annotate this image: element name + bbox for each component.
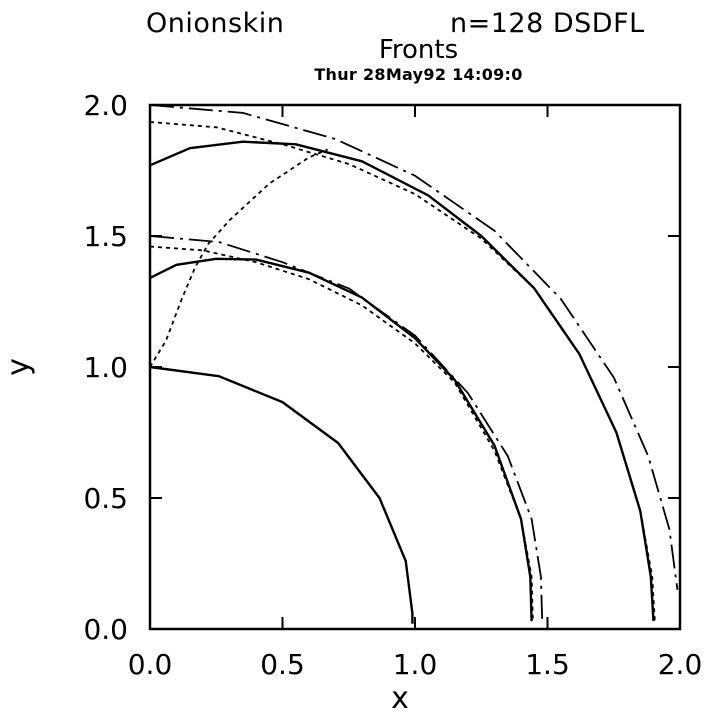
series-3-dotted-line — [149, 245, 534, 622]
series-7-dashdot-line — [149, 104, 679, 590]
chart-subtitle: Thur 28May92 14:09:0 — [314, 65, 523, 84]
plot-area — [149, 104, 679, 624]
y-tick-label: 2.0 — [83, 89, 128, 122]
series-8-dotted-line — [149, 148, 328, 368]
axes: 0.0 0.5 1.0 1.5 2.0 0.0 0.5 1.0 1.5 2.0 — [83, 89, 702, 681]
series-2-solid-line — [149, 257, 533, 622]
header-right-label: n=128 DSDFL — [450, 8, 645, 39]
y-tick-label: 0.0 — [83, 613, 128, 646]
series-1-solid-line — [149, 365, 414, 624]
x-tick-label: 0.5 — [260, 648, 305, 681]
header-left-label: Onionskin — [146, 8, 285, 39]
x-tick-label: 1.0 — [393, 648, 438, 681]
y-tick-label: 0.5 — [83, 482, 128, 515]
y-axis-label: y — [1, 358, 36, 376]
plot-frame — [148, 103, 682, 631]
series-4-dashdot-line — [149, 235, 544, 622]
x-axis-label: x — [391, 681, 409, 716]
x-tick-label: 0.0 — [128, 648, 173, 681]
y-tick-label: 1.5 — [83, 220, 128, 253]
y-tick-label: 1.0 — [83, 351, 128, 384]
x-tick-label: 2.0 — [658, 648, 703, 681]
series-5-solid-line — [149, 140, 655, 622]
chart-title: Fronts — [378, 35, 459, 65]
x-tick-label: 1.5 — [525, 648, 570, 681]
series-6-dotted-line — [149, 121, 656, 622]
